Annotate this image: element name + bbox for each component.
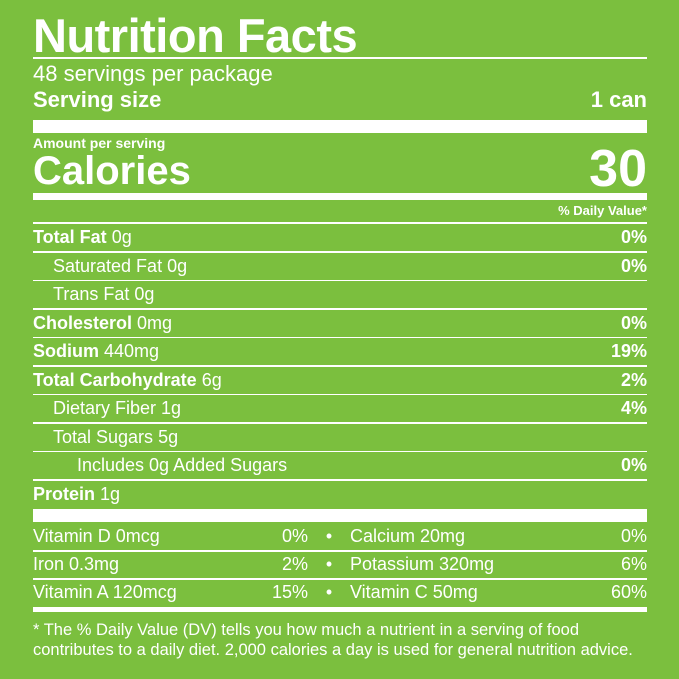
vitamin-row: Vitamin A 120mcg 15% • Vitamin C 50mg 60% — [33, 579, 647, 606]
nutrient-amount: 1g — [100, 483, 121, 504]
divider — [33, 222, 647, 224]
nutrient-amount: 0g — [111, 227, 132, 247]
divider — [33, 422, 647, 424]
vitamin-dv: 2% — [281, 554, 308, 574]
vitamin-name: Calcium 20mg — [350, 526, 466, 546]
nutrient-row: Trans Fat 0g — [33, 281, 647, 308]
divider — [33, 279, 647, 281]
nutrient-amount: 0mg — [137, 312, 173, 333]
vitamin-name: Vitamin C 50mg — [350, 582, 478, 602]
medium-divider — [33, 193, 647, 200]
nutrient-name: Sodium — [33, 341, 99, 361]
thick-divider — [33, 120, 647, 133]
divider — [33, 450, 647, 452]
nutrient-dv: 4% — [620, 398, 647, 418]
nutrient-dv: 0% — [620, 227, 647, 247]
nutrient-label: Saturated Fat 0g — [33, 256, 187, 277]
nutrient-label: Dietary Fiber 1g — [33, 398, 181, 419]
nutrient-label: Total Sugars 5g — [33, 427, 178, 448]
divider — [33, 336, 647, 338]
calories-label: Calories — [33, 149, 191, 193]
divider — [33, 550, 647, 552]
nutrient-label: Protein 1g — [33, 484, 120, 505]
footnote: * The % Daily Value (DV) tells you how m… — [33, 621, 633, 659]
vitamin-name: Vitamin A 120mcg — [33, 582, 177, 602]
nutrient-name: Total Fat — [33, 227, 107, 247]
thick-divider — [33, 509, 647, 522]
divider — [33, 308, 647, 310]
divider — [33, 57, 647, 59]
nutrient-amount: 5g — [158, 426, 179, 447]
nutrient-row: Dietary Fiber 1g 4% — [33, 395, 647, 422]
nutrient-label: Cholesterol 0mg — [33, 313, 172, 334]
daily-value-header: % Daily Value* — [558, 203, 647, 218]
nutrient-row: Saturated Fat 0g 0% — [33, 253, 647, 280]
nutrient-dv: 19% — [610, 341, 647, 361]
nutrient-dv: 0% — [620, 312, 647, 333]
amount-per-serving: Amount per serving — [33, 135, 166, 151]
bullet-separator: • — [325, 526, 333, 546]
nutrient-label: Includes 0g Added Sugars — [33, 455, 287, 476]
vitamin-dv: 15% — [271, 582, 308, 602]
nutrient-amount: 1g — [161, 398, 182, 418]
divider — [33, 251, 647, 253]
divider — [33, 365, 647, 367]
bullet-separator: • — [325, 554, 333, 574]
serving-size-value: 1 can — [590, 87, 647, 112]
nutrient-amount: 0g — [167, 255, 188, 276]
nutrient-name: Includes 0g Added Sugars — [77, 455, 288, 475]
nutrient-row: Cholesterol 0mg 0% — [33, 310, 647, 337]
vitamin-dv: 6% — [620, 554, 647, 574]
serving-size-row: Serving size 1 can — [33, 87, 647, 113]
vitamin-dv: 0% — [620, 526, 647, 546]
vitamin-row: Vitamin D 0mcg 0% • Calcium 20mg 0% — [33, 523, 647, 550]
nutrient-amount: 6g — [201, 369, 222, 390]
servings-per-package: 48 servings per package — [33, 61, 273, 86]
divider — [33, 393, 647, 395]
serving-size-label: Serving size — [33, 87, 162, 112]
nutrient-dv: 0% — [620, 255, 647, 276]
calories-value: 30 — [589, 140, 647, 198]
vitamin-dv: 60% — [610, 582, 647, 602]
vitamin-name: Potassium 320mg — [350, 554, 495, 574]
vitamin-dv: 0% — [281, 526, 308, 546]
nutrient-row: Total Carbohydrate 6g 2% — [33, 367, 647, 394]
vitamin-name: Vitamin D 0mcg — [33, 526, 160, 546]
nutrient-label: Total Fat 0g — [33, 227, 132, 248]
nutrient-dv: 2% — [620, 369, 647, 390]
nutrient-name: Cholesterol — [33, 312, 133, 333]
bullet-separator: • — [325, 582, 333, 602]
label-title: Nutrition Facts — [33, 9, 358, 62]
divider — [33, 578, 647, 580]
nutrient-amount: 0g — [134, 284, 155, 304]
medium-divider — [33, 607, 647, 612]
calories-row: Calories 30 — [33, 143, 647, 195]
nutrient-row: Total Sugars 5g — [33, 424, 647, 451]
nutrient-name: Dietary Fiber — [53, 398, 157, 418]
vitamin-row: Iron 0.3mg 2% • Potassium 320mg 6% — [33, 551, 647, 578]
divider — [33, 479, 647, 481]
nutrient-row: Protein 1g — [33, 481, 647, 508]
nutrient-name: Trans Fat — [53, 284, 130, 304]
nutrient-name: Total Sugars — [53, 426, 154, 447]
nutrient-name: Protein — [33, 483, 96, 504]
nutrient-row: Includes 0g Added Sugars 0% — [33, 452, 647, 479]
nutrient-name: Saturated Fat — [53, 255, 163, 276]
nutrient-label: Trans Fat 0g — [33, 284, 154, 305]
nutrient-row: Sodium 440mg 19% — [33, 338, 647, 365]
nutrient-name: Total Carbohydrate — [33, 369, 197, 390]
nutrient-label: Total Carbohydrate 6g — [33, 370, 222, 391]
nutrient-dv: 0% — [620, 455, 647, 475]
nutrient-amount: 440mg — [104, 341, 160, 361]
nutrient-row: Total Fat 0g 0% — [33, 224, 647, 251]
nutrient-label: Sodium 440mg — [33, 341, 159, 362]
vitamin-name: Iron 0.3mg — [33, 554, 120, 574]
